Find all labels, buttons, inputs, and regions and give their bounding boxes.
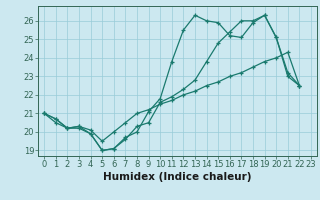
- X-axis label: Humidex (Indice chaleur): Humidex (Indice chaleur): [103, 172, 252, 182]
